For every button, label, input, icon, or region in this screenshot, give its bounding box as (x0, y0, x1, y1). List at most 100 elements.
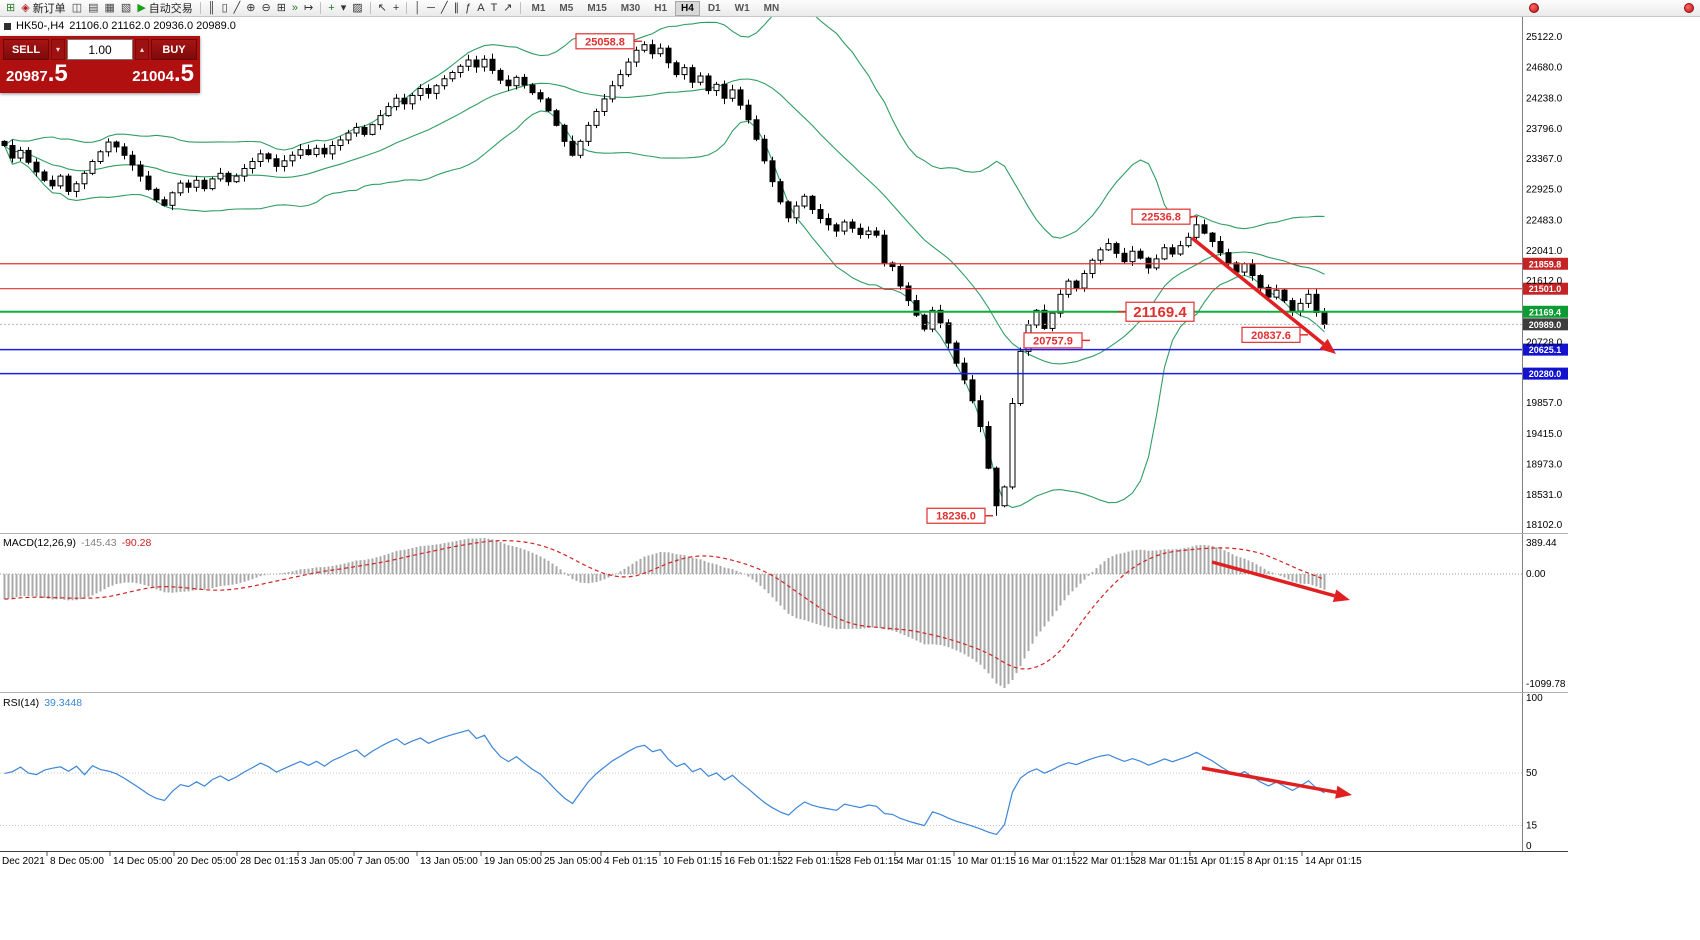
cursor-icon: ↖ (377, 1, 387, 14)
tile-windows-icon[interactable]: ⊞ (275, 1, 288, 16)
chart-ohlc-values: 21106.0 21162.0 20936.0 20989.0 (69, 20, 236, 32)
trendline-icon: ╱ (440, 1, 448, 14)
trend-arrow[interactable] (1201, 766, 1352, 799)
svg-text:25058.8: 25058.8 (585, 36, 625, 48)
trend-arrow[interactable] (1211, 560, 1350, 603)
horizontal-line-icon[interactable]: ─ (425, 1, 437, 16)
trend-arrow[interactable] (1190, 236, 1336, 354)
timeframe-h1[interactable]: H1 (654, 2, 668, 14)
timeframe-d1[interactable]: D1 (707, 2, 721, 14)
timeframe-w1[interactable]: W1 (734, 2, 750, 14)
macd-axis-label: 389.44 (1526, 538, 1557, 549)
timeframe-m30[interactable]: M30 (620, 2, 641, 14)
fibonacci-icon[interactable]: ƒ (463, 1, 473, 16)
vertical-line-icon[interactable]: │ (412, 1, 423, 16)
macd-indicator-label: MACD(12,26,9) -145.43 -90.28 (3, 537, 152, 549)
templates-icon[interactable]: ▨ (350, 1, 364, 16)
zoom-out-icon[interactable]: ⊖ (259, 1, 272, 16)
timeframe-m1[interactable]: M1 (531, 2, 546, 14)
price-tag (1522, 305, 1568, 318)
price-annotation[interactable]: 22536.8 (1131, 208, 1198, 225)
price-annotation[interactable]: 20757.9 (1023, 332, 1090, 349)
timeframe-h4[interactable]: H4 (675, 0, 700, 16)
timeframe-m15[interactable]: M15 (587, 2, 607, 14)
price-annotation[interactable]: 25058.8 (575, 33, 642, 50)
date-axis-label: 20 Dec 05:00 (177, 856, 237, 867)
macd-axis-label: -1099.78 (1526, 679, 1566, 690)
label-tool-icon[interactable]: T (489, 1, 500, 16)
text-tool-icon[interactable]: A (475, 1, 486, 16)
horizontal-line-icon: ─ (427, 1, 435, 14)
arrows-tool-icon[interactable]: ↗ (501, 1, 514, 16)
main-toolbar: ⊞ ◈ 新订单 ◫ ▤ ▦ ▧ ▶ 自动交易 ║ ▯ ╱ ⊕ ⊖ ⊞» ↦ + ▾ ▨ ↖ + │ ─ ╱ ∥ ƒ A T ↗ M1 M5 M… (0, 0, 1700, 17)
date-axis-label: 10 Mar 01:15 (957, 856, 1016, 867)
rsi-line (4, 729, 1325, 836)
price-annotation[interactable]: 21169.4 (1118, 301, 1195, 322)
profiles-icon[interactable]: ▤ (86, 1, 100, 16)
bar-chart-icon: ║ (207, 1, 216, 14)
autotrading-button: ▶ (137, 1, 146, 14)
one-click-trading-panel: SELL ▾ ▴ BUY 20987.5 21004.5 (0, 36, 200, 93)
arrows-tool-icon: ↗ (503, 1, 513, 14)
macd-layer (0, 538, 1522, 688)
chart-shift-icon: ↦ (304, 1, 314, 14)
auto-scroll-icon[interactable]: » (290, 1, 300, 16)
line-chart-icon[interactable]: ╱ (232, 1, 243, 16)
date-axis-label: 19 Jan 05:00 (484, 856, 542, 867)
rsi-axis-label: 15 (1526, 821, 1538, 832)
toolbar-separator (519, 2, 521, 14)
volume-decrease-button[interactable]: ▾ (51, 39, 65, 60)
price-tag (1522, 282, 1568, 295)
date-axis-label: 22 Mar 01:15 (1077, 856, 1136, 867)
cursor-icon[interactable]: ↖ (376, 1, 389, 16)
chart-ohlc-title: HK50-,H4 21106.0 21162.0 20936.0 20989.0 (4, 20, 236, 32)
price-axis-label: 18102.0 (1526, 520, 1563, 531)
price-axis-label: 22483.0 (1526, 215, 1563, 226)
market-watch-icon: ▦ (104, 1, 115, 14)
alert-icon[interactable] (1529, 3, 1539, 13)
periods-icon[interactable]: ▾ (339, 1, 349, 16)
indicators-icon[interactable]: + (326, 1, 336, 16)
zoom-in-icon[interactable]: ⊕ (244, 1, 257, 16)
indicators-icon: + (328, 1, 335, 14)
connection-icon[interactable] (1684, 3, 1694, 13)
date-axis-label: 13 Jan 05:00 (420, 856, 478, 867)
new-order-button-label: 新订单 (32, 3, 66, 15)
new-chart-icon[interactable]: ⊞ (4, 1, 17, 16)
market-watch-icon[interactable]: ▦ (103, 1, 117, 16)
bar-chart-icon[interactable]: ║ (206, 1, 218, 16)
price-annotation[interactable]: 18236.0 (926, 507, 993, 524)
line-chart-icon: ╱ (233, 1, 241, 14)
fibonacci-icon: ƒ (465, 1, 472, 14)
templates-icon: ▨ (352, 1, 363, 14)
price-axis-label: 24238.0 (1526, 93, 1563, 104)
channel-icon[interactable]: ∥ (452, 1, 462, 16)
volume-increase-button[interactable]: ▴ (135, 39, 149, 60)
volume-input[interactable] (67, 39, 133, 60)
crosshair-icon[interactable]: + (391, 1, 401, 16)
price-axis-label: 22925.0 (1526, 185, 1563, 196)
svg-text:21169.4: 21169.4 (1133, 304, 1187, 321)
navigator-icon[interactable]: ▧ (119, 1, 133, 16)
price-tag-label: 20989.0 (1529, 320, 1562, 330)
toolbar-separator (199, 2, 201, 14)
timeframe-m5[interactable]: M5 (559, 2, 574, 14)
svg-text:22536.8: 22536.8 (1141, 212, 1181, 224)
timeframe-mn[interactable]: MN (763, 2, 780, 14)
chart-shift-icon[interactable]: ↦ (302, 1, 315, 16)
candlestick-chart-icon[interactable]: ▯ (220, 1, 230, 16)
buy-button[interactable]: BUY (151, 39, 197, 60)
chart-symbol-period: HK50-,H4 (16, 20, 65, 32)
toolbar-separator (369, 2, 371, 14)
autotrading-button[interactable]: ▶ 自动交易 (135, 1, 194, 16)
sell-button[interactable]: SELL (3, 39, 49, 60)
bollinger-lower-band (3, 110, 1325, 509)
trendline-icon[interactable]: ╱ (439, 1, 450, 16)
price-annotation[interactable]: 20837.6 (1241, 326, 1308, 343)
price-axis-label: 24680.0 (1526, 63, 1563, 74)
chart-windows-icon[interactable]: ◫ (70, 1, 84, 16)
new-order-button[interactable]: ◈ 新订单 (19, 1, 67, 16)
new-order-button: ◈ (21, 1, 30, 14)
